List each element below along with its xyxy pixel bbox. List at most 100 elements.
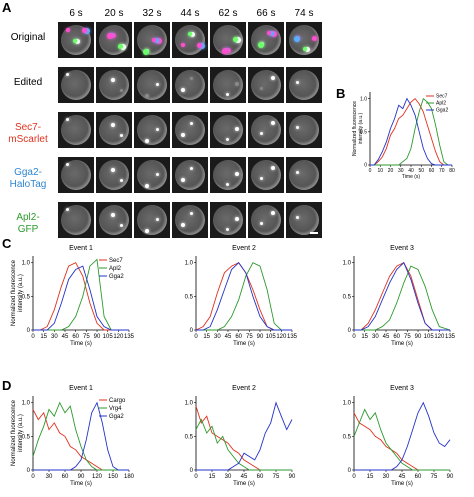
fluorescent-spot	[271, 166, 275, 170]
chart-C1: 0 15 30 45 60 75 90 105 120 135 0 0.5 1.0 Event 1 Time…	[11, 245, 135, 347]
y-tick-label: 0.5	[185, 294, 194, 300]
fluorescent-spot	[271, 121, 275, 125]
series-line	[354, 261, 450, 331]
fluorescent-spot	[296, 216, 299, 219]
x-axis-label: Time (s)	[70, 341, 92, 347]
micrograph-cell	[248, 112, 284, 148]
x-tick-label: 0	[194, 474, 198, 480]
fluorescent-spot	[120, 44, 126, 50]
fluorescent-spot	[258, 42, 264, 48]
x-tick-label: 15	[367, 474, 374, 480]
scale-bar	[310, 232, 318, 234]
fluorescent-spot	[226, 138, 229, 141]
series-line	[33, 401, 129, 471]
fluorescent-spot	[271, 76, 275, 80]
fluorescent-spot	[188, 32, 192, 36]
x-tick-label: 50	[418, 168, 424, 174]
fluorescent-spot	[111, 33, 116, 38]
fluorescent-spot	[296, 126, 299, 129]
micrograph-cell	[210, 67, 246, 103]
x-tick-label: 135	[124, 334, 135, 340]
x-tick-label: 0	[352, 334, 356, 340]
series-line	[353, 408, 450, 471]
fluorescent-spot	[190, 212, 193, 215]
series-line	[354, 265, 451, 331]
x-axis-label: Time (s)	[391, 341, 413, 347]
x-tick-label: 120	[434, 334, 445, 340]
fluorescent-spot	[66, 163, 69, 166]
micrograph-cell	[286, 22, 322, 58]
x-tick-label: 150	[108, 474, 119, 480]
x-axis-label: Time (s)	[391, 481, 413, 487]
fluorescent-spot	[296, 81, 299, 84]
x-tick-label: 105	[266, 334, 277, 340]
micrograph-cell	[58, 112, 94, 148]
fluorescent-spot	[260, 177, 263, 180]
x-tick-label: 90	[289, 474, 296, 480]
micrograph-cell	[210, 22, 246, 58]
series-line	[353, 412, 450, 471]
y-tick-label: 0.5	[185, 434, 194, 440]
x-tick-label: 90	[78, 474, 85, 480]
x-tick-label: 0	[352, 474, 356, 480]
chart-title: Event 1	[69, 385, 93, 392]
legend-label: Gga2	[109, 274, 124, 280]
fluorescent-spot	[226, 48, 231, 53]
fluorescent-spot	[156, 83, 159, 86]
x-tick-label: 75	[83, 334, 90, 340]
fluorescent-spot	[235, 127, 239, 131]
fluorescent-spot	[154, 38, 159, 43]
fluorescent-spot	[181, 43, 185, 47]
micrograph-cell	[58, 67, 94, 103]
y-tick-label: 1.0	[185, 401, 194, 407]
series-line	[370, 97, 452, 166]
series-line	[196, 401, 293, 471]
fluorescent-spot	[82, 28, 87, 33]
x-tick-label: 45	[383, 334, 390, 340]
micrograph-cell	[96, 67, 132, 103]
series-line	[33, 262, 129, 331]
x-tick-label: 30	[398, 168, 404, 174]
x-tick-label: 75	[273, 474, 280, 480]
x-axis-label: Time (s)	[402, 174, 420, 180]
micrograph-cell	[134, 112, 170, 148]
micrograph-cell	[96, 157, 132, 193]
fluorescent-spot	[145, 139, 149, 143]
fluorescent-spot	[111, 78, 115, 82]
series-line	[370, 97, 452, 166]
fluorescent-spot	[222, 48, 228, 54]
fluorescent-spot	[303, 47, 307, 51]
micrograph-cell	[134, 22, 170, 58]
x-tick-label: 75	[431, 474, 438, 480]
micrograph-cell	[172, 202, 208, 238]
fluorescent-spot	[190, 77, 193, 80]
x-axis-label: Time (s)	[70, 481, 92, 487]
x-tick-label: 60	[393, 334, 400, 340]
legend-label: Sec7	[109, 258, 123, 264]
time-label: 74 s	[294, 8, 314, 19]
x-tick-label: 90	[257, 334, 264, 340]
fluorescent-spot	[181, 223, 185, 227]
row-label: Sec7- mScarlet	[8, 122, 48, 145]
fluorescent-spot	[156, 128, 159, 131]
fluorescent-spot	[181, 178, 185, 182]
fluorescent-spot	[235, 37, 241, 43]
x-tick-label: 180	[124, 474, 135, 480]
y-tick-label: 1.0	[185, 261, 194, 267]
series-line	[195, 405, 292, 471]
series-line	[354, 262, 450, 331]
fluorescent-spot	[226, 228, 229, 231]
micrograph-cell	[172, 112, 208, 148]
fluorescent-spot	[267, 31, 271, 35]
legend-label: Apl2	[109, 266, 122, 272]
y-tick-label: 0	[348, 468, 352, 474]
x-tick-label: 90	[415, 334, 422, 340]
fluorescent-spot	[111, 123, 115, 127]
chart-D2: 0 15 30 45 60 75 90 0 0.5 1.0 Event 2 Time (s)	[185, 385, 296, 487]
fluorescent-spot	[107, 33, 113, 39]
time-label: 44 s	[180, 8, 200, 19]
legend-label: Apl2	[436, 101, 446, 107]
x-tick-label: 45	[241, 474, 248, 480]
fluorescent-spot	[226, 183, 229, 186]
fluorescent-spot	[181, 88, 185, 92]
